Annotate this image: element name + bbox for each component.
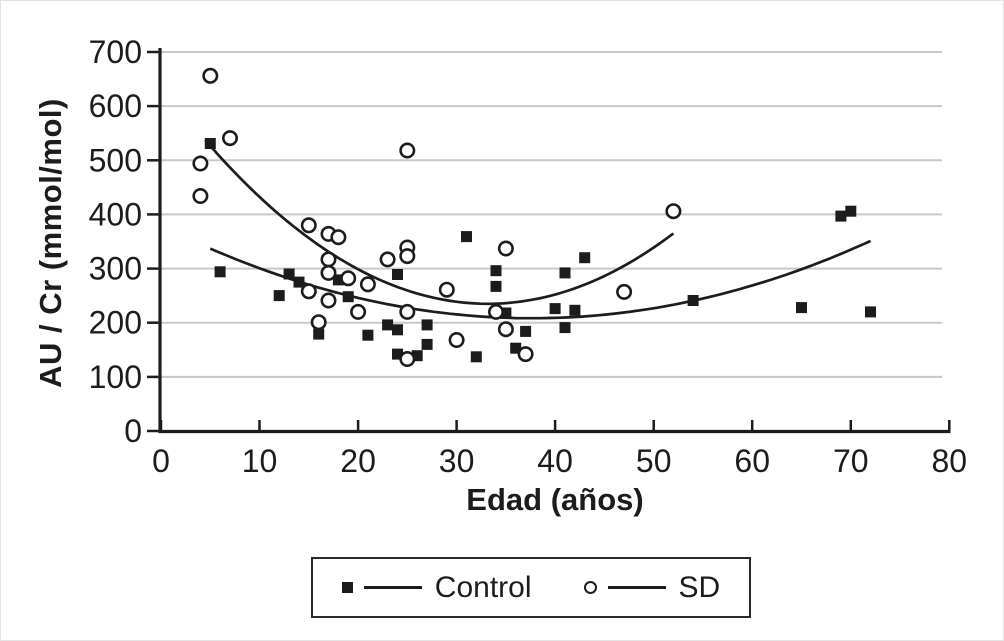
sd-point <box>399 350 416 367</box>
sd-point <box>222 130 239 147</box>
x-tick-label-70: 70 <box>833 443 869 479</box>
legend-label-sd: SD <box>678 570 721 604</box>
control-point <box>569 304 581 316</box>
sd-point <box>320 292 337 309</box>
sd-point <box>497 321 514 338</box>
x-tick-label-20: 20 <box>340 443 376 479</box>
sd-point <box>665 203 682 220</box>
control-square-marker-icon <box>341 582 353 593</box>
sd-point <box>448 331 465 348</box>
sd-point <box>616 283 633 300</box>
y-tick-label-0: 0 <box>124 413 142 449</box>
y-tick-label-300: 300 <box>89 251 142 287</box>
y-axis-title: AU / Cr (mmol/mol) <box>33 98 68 388</box>
x-tick-label-40: 40 <box>537 443 573 479</box>
sd-point <box>310 314 327 331</box>
control-point <box>342 291 354 303</box>
control-point <box>362 329 374 341</box>
control-point <box>204 138 216 149</box>
control-point <box>392 269 403 280</box>
control-point <box>313 328 325 340</box>
sd-point <box>330 229 347 246</box>
control-point <box>490 280 502 292</box>
sd-point <box>497 240 514 257</box>
control-point <box>510 342 522 354</box>
y-tick-label-200: 200 <box>89 305 142 341</box>
sd-point <box>320 251 337 268</box>
legend: Control SD <box>311 557 751 618</box>
control-point <box>845 205 857 217</box>
y-tick-label-600: 600 <box>89 88 142 124</box>
y-tick-label-100: 100 <box>89 359 142 395</box>
control-point <box>796 302 807 314</box>
control-point <box>559 322 571 334</box>
x-tick-label-0: 0 <box>152 443 170 479</box>
control-point <box>421 319 433 331</box>
sd-point <box>438 281 455 298</box>
control-point <box>411 350 423 362</box>
sd-point <box>340 270 357 287</box>
control-point <box>500 307 512 319</box>
x-tick-label-80: 80 <box>932 443 968 479</box>
sd-point <box>379 251 396 268</box>
control-point <box>549 303 561 315</box>
legend-item-control: Control <box>341 570 532 604</box>
control-point <box>470 351 482 363</box>
y-tick-label-500: 500 <box>89 142 142 178</box>
sd-fit-curve <box>204 139 675 306</box>
control-point <box>835 210 847 222</box>
sd-point <box>399 142 416 159</box>
sd-point <box>320 264 337 281</box>
sd-point <box>399 248 416 265</box>
control-point <box>461 231 472 243</box>
control-point <box>490 265 502 277</box>
sd-point <box>202 67 219 84</box>
control-point <box>293 276 305 288</box>
sd-point <box>487 303 504 320</box>
y-tick-label-700: 700 <box>89 34 142 70</box>
control-point <box>421 338 433 350</box>
sd-point <box>359 276 376 293</box>
x-axis-title: Edad (años) <box>466 482 644 517</box>
control-point <box>382 319 394 331</box>
x-tick-label-60: 60 <box>734 443 770 479</box>
control-point <box>687 295 699 306</box>
sd-point <box>350 303 367 320</box>
control-point <box>559 267 571 279</box>
x-tick-label-50: 50 <box>636 443 672 479</box>
control-point <box>392 324 403 336</box>
sd-point <box>399 303 416 320</box>
x-tick-label-30: 30 <box>439 443 475 479</box>
control-point <box>392 348 403 360</box>
sd-fit-line-icon <box>607 586 666 589</box>
control-point <box>332 274 344 286</box>
control-point <box>520 325 532 337</box>
control-point <box>273 290 285 302</box>
sd-point <box>192 155 209 172</box>
control-point <box>865 306 876 318</box>
control-point <box>214 266 226 278</box>
sd-point <box>192 188 209 205</box>
control-fit-line-icon <box>363 586 422 589</box>
sd-point <box>517 346 534 363</box>
control-point <box>283 268 295 280</box>
legend-label-control: Control <box>434 570 532 604</box>
sd-point <box>300 283 317 300</box>
legend-item-sd: SD <box>583 570 721 604</box>
sd-circle-marker-icon <box>583 581 597 594</box>
control-point <box>579 252 591 264</box>
y-tick-label-400: 400 <box>89 196 142 232</box>
sd-point <box>300 217 317 234</box>
control-fit-curve <box>209 239 872 320</box>
x-tick-label-10: 10 <box>242 443 278 479</box>
